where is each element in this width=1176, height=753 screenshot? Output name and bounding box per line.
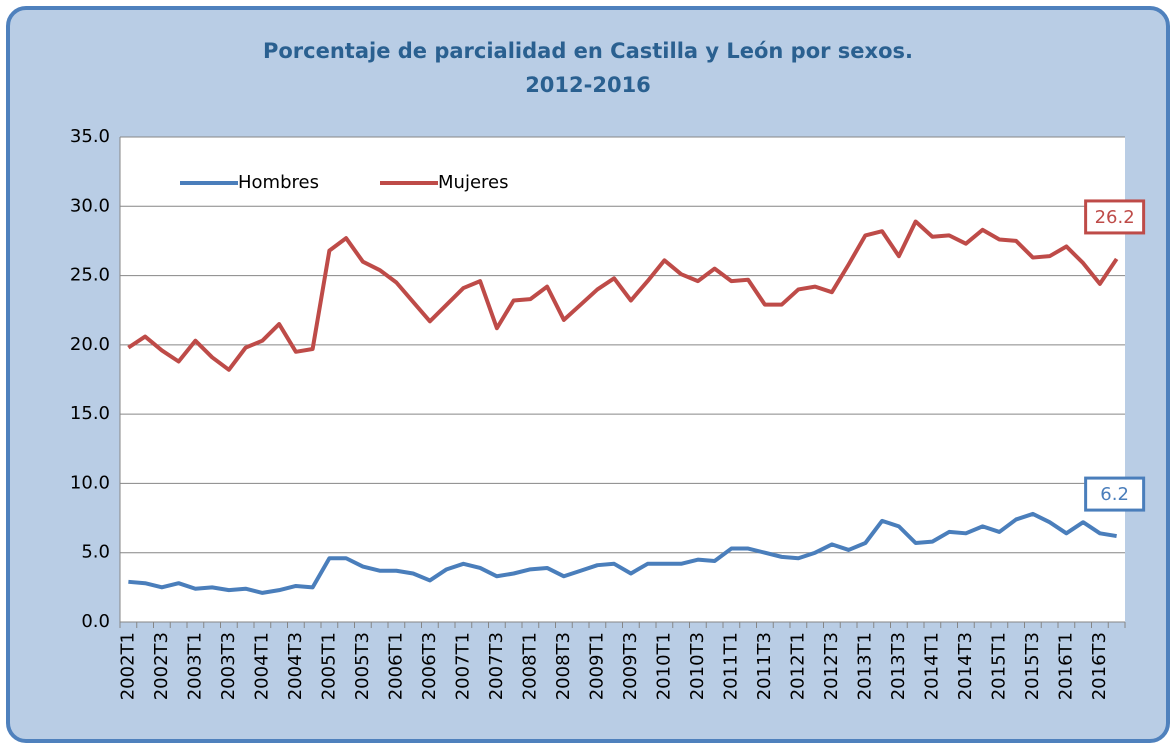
x-tick-label: 2007T3 <box>486 632 507 700</box>
y-tick-label: 20.0 <box>70 334 110 355</box>
x-tick-label: 2010T3 <box>687 632 708 700</box>
x-tick-label: 2016T1 <box>1055 632 1076 700</box>
x-tick-label: 2013T1 <box>854 632 875 700</box>
x-tick-label: 2004T3 <box>285 632 306 700</box>
x-tick-label: 2003T1 <box>184 632 205 700</box>
x-tick-label: 2014T3 <box>955 632 976 700</box>
x-tick-label: 2008T1 <box>519 632 540 700</box>
x-tick-label: 2012T3 <box>821 632 842 700</box>
value-label: 26.2 <box>1095 207 1135 228</box>
x-tick-label: 2015T1 <box>988 632 1009 700</box>
x-tick-label: 2016T3 <box>1089 632 1110 700</box>
x-tick-label: 2003T3 <box>218 632 239 700</box>
x-tick-label: 2014T1 <box>921 632 942 700</box>
x-tick-label: 2015T3 <box>1022 632 1043 700</box>
x-tick-label: 2005T1 <box>318 632 339 700</box>
chart-title: Porcentaje de parcialidad en Castilla y … <box>263 39 913 63</box>
y-tick-label: 30.0 <box>70 195 110 216</box>
x-tick-label: 2004T1 <box>251 632 272 700</box>
x-tick-label: 2006T3 <box>419 632 440 700</box>
x-tick-label: 2006T1 <box>385 632 406 700</box>
x-tick-label: 2009T3 <box>620 632 641 700</box>
x-tick-label: 2012T1 <box>787 632 808 700</box>
x-tick-label: 2002T1 <box>117 632 138 700</box>
series-line <box>128 511 1117 595</box>
y-tick-label: 10.0 <box>70 472 110 493</box>
plot-area <box>120 137 1125 622</box>
series-line <box>127 219 1119 372</box>
x-tick-label: 2011T1 <box>720 632 741 700</box>
y-tick-label: 5.0 <box>81 542 110 563</box>
y-tick-label: 25.0 <box>70 265 110 286</box>
x-tick-label: 2005T3 <box>352 632 373 700</box>
value-label: 6.2 <box>1100 484 1129 505</box>
x-tick-label: 2013T3 <box>888 632 909 700</box>
x-tick-label: 2007T1 <box>452 632 473 700</box>
legend-label: Hombres <box>238 172 319 193</box>
y-tick-label: 35.0 <box>70 126 110 147</box>
y-tick-label: 15.0 <box>70 403 110 424</box>
x-tick-label: 2010T1 <box>653 632 674 700</box>
x-tick-label: 2009T1 <box>586 632 607 700</box>
y-tick-label: 0.0 <box>81 611 110 632</box>
x-tick-label: 2008T3 <box>553 632 574 700</box>
chart-subtitle: 2012-2016 <box>525 73 651 97</box>
value-label-box <box>1084 199 1146 235</box>
x-tick-label: 2011T3 <box>754 632 775 700</box>
value-label-box <box>1084 476 1146 512</box>
x-tick-label: 2002T3 <box>151 632 172 700</box>
legend-label: Mujeres <box>438 172 508 193</box>
